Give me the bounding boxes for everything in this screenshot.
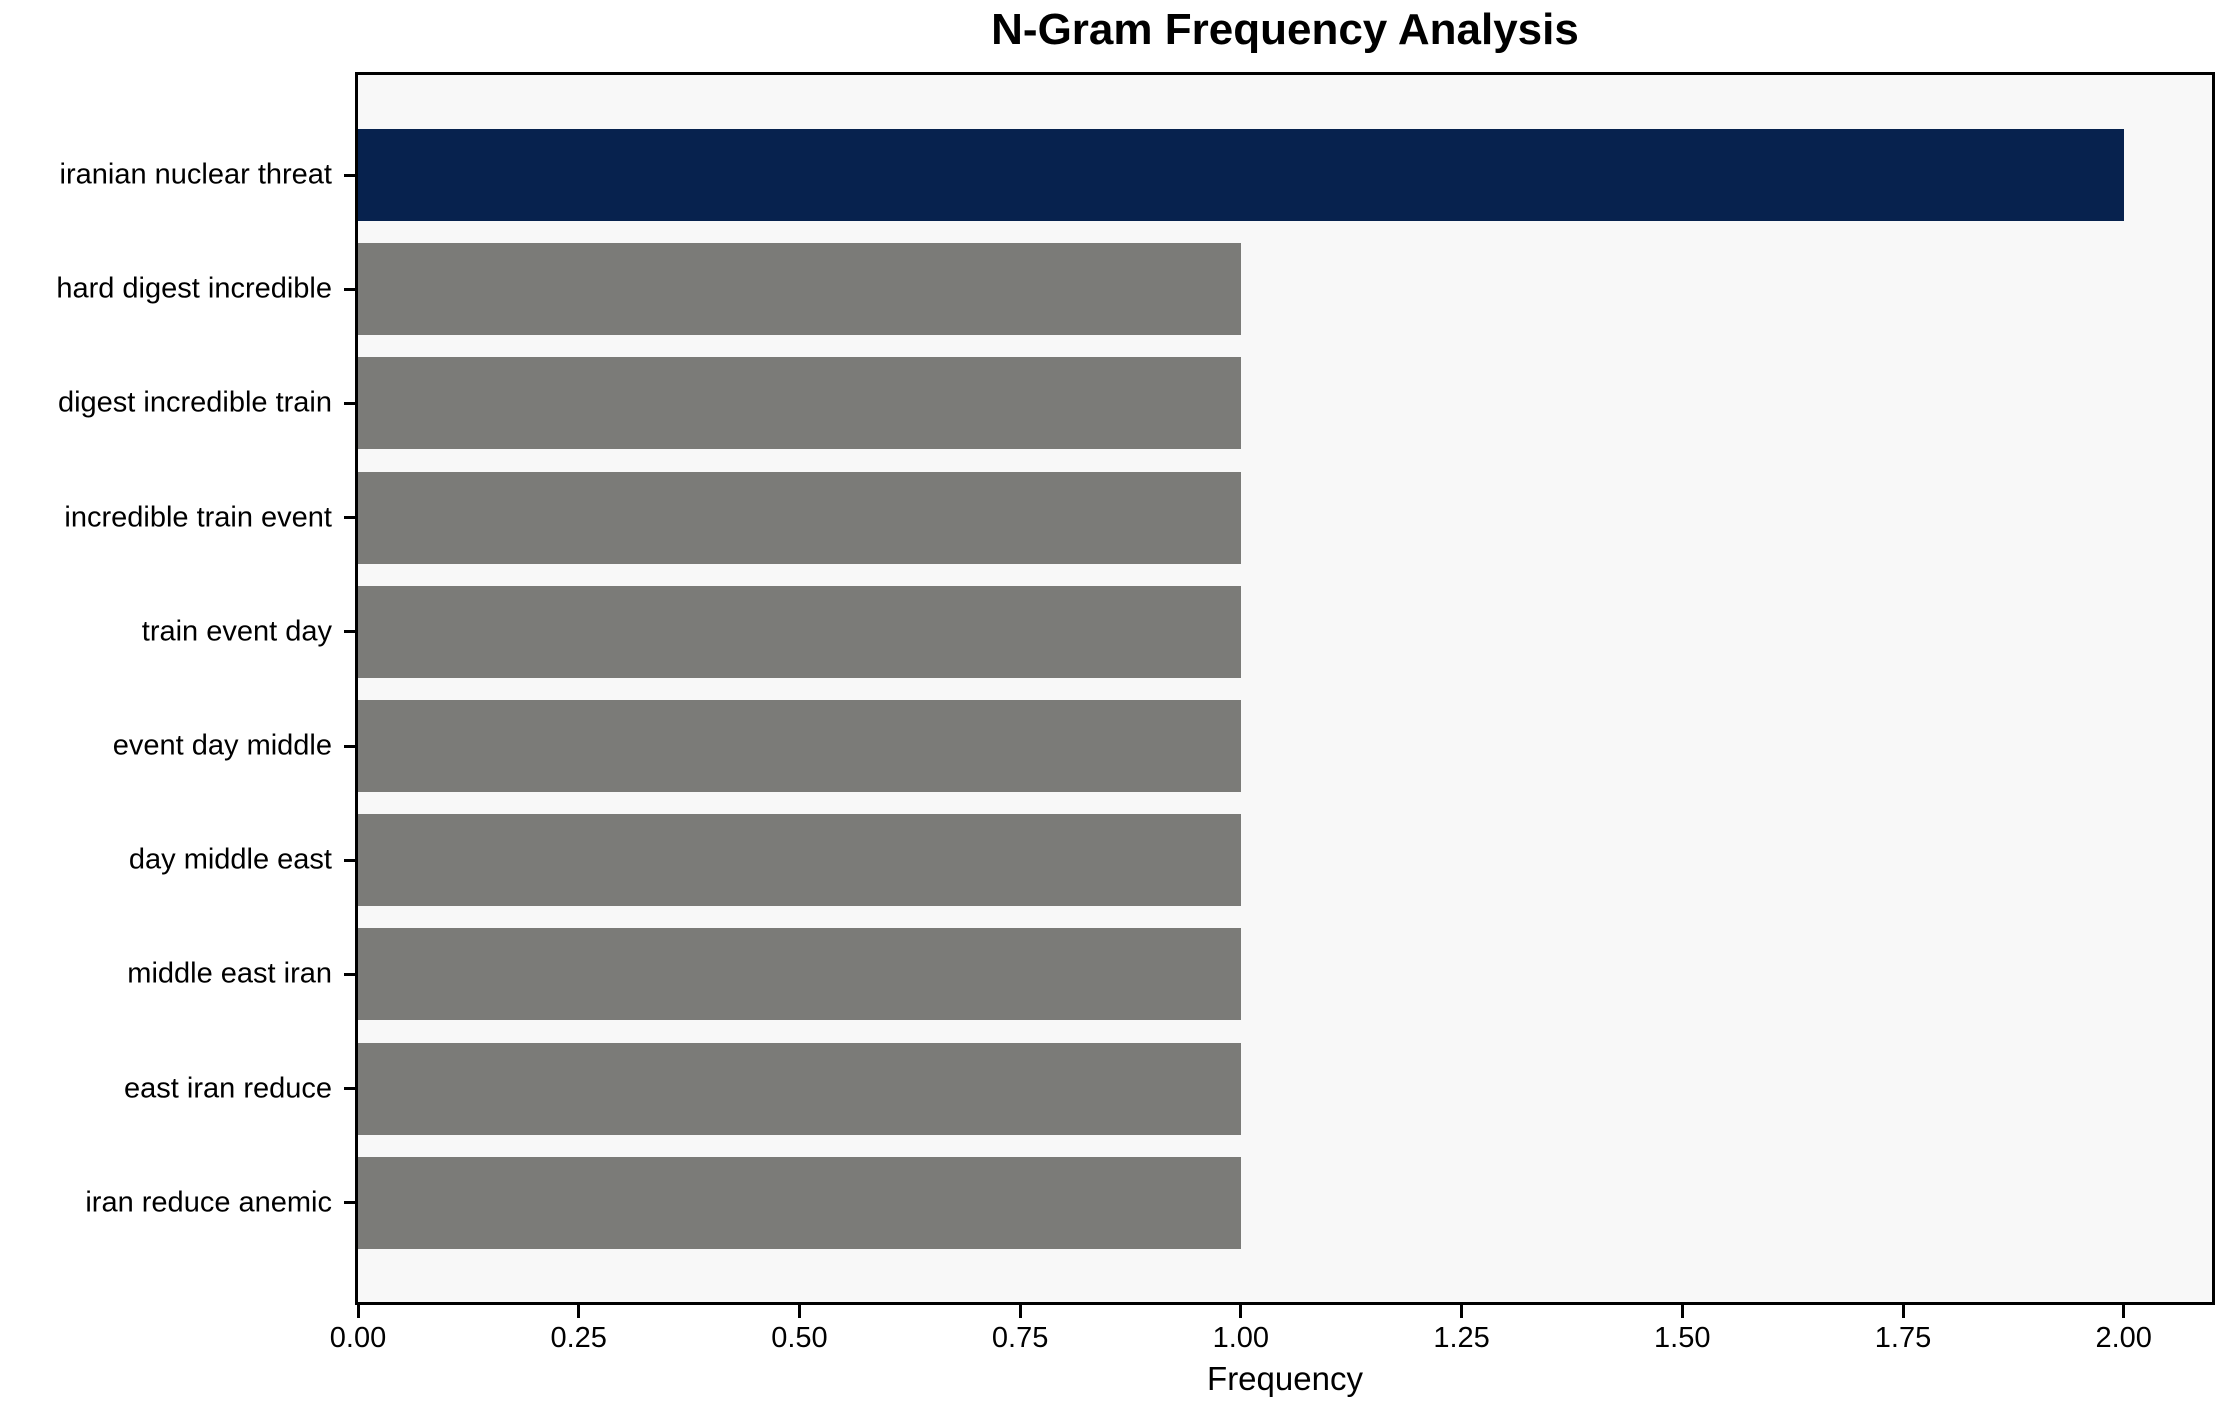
bar bbox=[358, 928, 1241, 1021]
y-tick-label: iranian nuclear threat bbox=[59, 158, 332, 191]
x-tick-mark bbox=[577, 1305, 581, 1318]
y-tick-label: digest incredible train bbox=[57, 386, 332, 419]
bar bbox=[358, 1156, 1241, 1249]
bar bbox=[358, 1042, 1241, 1135]
y-axis: iranian nuclear threat hard digest incred… bbox=[0, 0, 332, 1414]
bar bbox=[358, 585, 1241, 678]
y-tick-label: event day middle bbox=[112, 729, 332, 762]
y-tick-label: incredible train event bbox=[64, 501, 332, 534]
bar bbox=[358, 129, 2124, 221]
x-tick-mark bbox=[1901, 1305, 1905, 1318]
y-tick-mark bbox=[344, 1087, 355, 1091]
plot-area bbox=[355, 72, 2215, 1305]
x-tick-label: 0.25 bbox=[550, 1322, 607, 1354]
y-tick-label: hard digest incredible bbox=[56, 272, 332, 305]
bar bbox=[358, 357, 1241, 450]
x-tick-label: 0.75 bbox=[991, 1322, 1049, 1354]
y-tick-label: east iran reduce bbox=[124, 1072, 332, 1105]
y-tick-label: day middle east bbox=[128, 843, 332, 876]
x-tick-label: 2.00 bbox=[2095, 1322, 2152, 1354]
y-tick-mark bbox=[344, 516, 355, 520]
y-tick-mark bbox=[344, 858, 355, 862]
bar bbox=[358, 243, 1241, 336]
x-tick-label: 1.50 bbox=[1654, 1322, 1711, 1354]
bar bbox=[358, 471, 1241, 564]
y-tick-mark bbox=[344, 1201, 355, 1205]
x-tick-mark bbox=[1239, 1305, 1243, 1318]
chart-title: N-Gram Frequency Analysis bbox=[991, 5, 1579, 54]
x-tick-label: 0.00 bbox=[329, 1322, 387, 1354]
x-tick-mark bbox=[356, 1305, 360, 1318]
x-axis-title: Frequency bbox=[1207, 1360, 1363, 1397]
y-tick-mark bbox=[344, 287, 355, 291]
y-tick-label: middle east iran bbox=[127, 957, 332, 990]
x-tick-mark bbox=[1680, 1305, 1684, 1318]
y-tick-label: train event day bbox=[141, 615, 332, 648]
x-tick-mark bbox=[797, 1305, 801, 1318]
x-tick-label: 1.75 bbox=[1874, 1322, 1932, 1354]
x-tick-mark bbox=[1460, 1305, 1464, 1318]
x-tick-mark bbox=[2122, 1305, 2126, 1318]
y-tick-mark bbox=[344, 972, 355, 976]
x-tick-mark bbox=[1018, 1305, 1022, 1318]
y-tick-mark bbox=[344, 173, 355, 177]
x-tick-label: 1.25 bbox=[1433, 1322, 1490, 1354]
y-tick-label: iran reduce anemic bbox=[85, 1186, 332, 1219]
y-tick-mark bbox=[344, 630, 355, 634]
bar bbox=[358, 700, 1241, 792]
bar bbox=[358, 814, 1241, 907]
y-tick-mark bbox=[344, 744, 355, 748]
x-tick-label: 1.00 bbox=[1212, 1322, 1270, 1354]
x-tick-label: 0.50 bbox=[771, 1322, 828, 1354]
y-tick-mark bbox=[344, 401, 355, 405]
